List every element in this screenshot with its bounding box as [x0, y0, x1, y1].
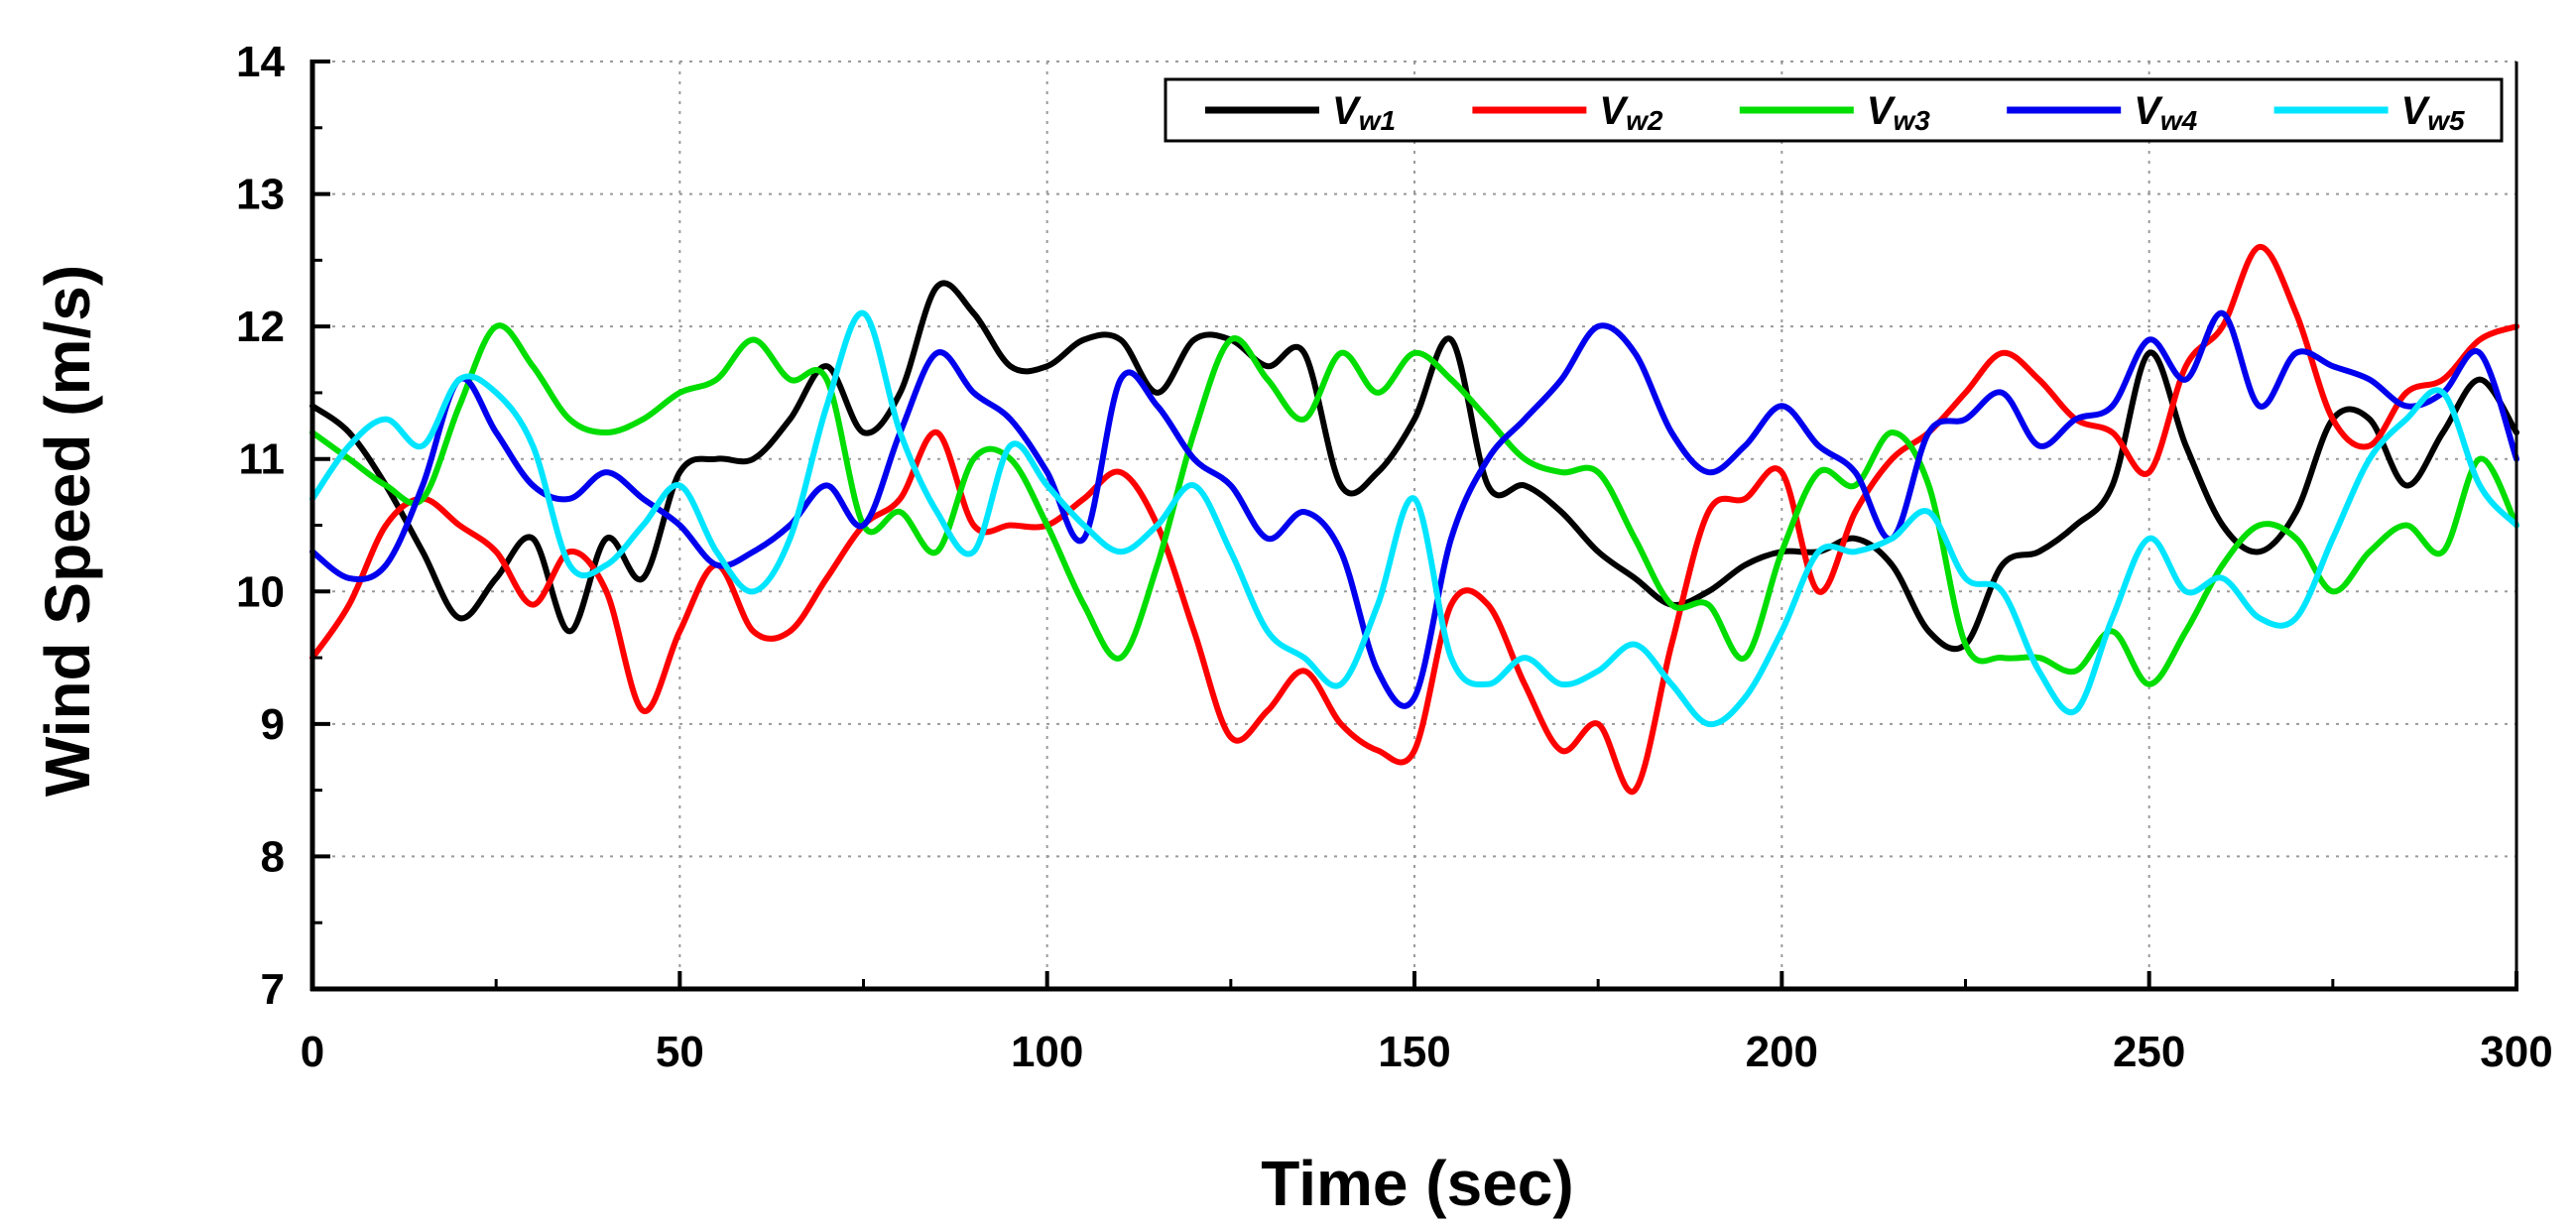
y-tick-label: 10: [236, 567, 285, 616]
series-line-vw5: [309, 309, 2519, 728]
x-tick-label: 0: [301, 1028, 324, 1076]
y-axis-title: Wind Speed (m/s): [32, 265, 103, 797]
axes: 7 8 9 10 11 12 13 14 0 50 100 150 200 250 300: [236, 38, 2553, 1076]
legend-label-vw1: Vw1: [1332, 89, 1396, 136]
x-tick-label: 150: [1378, 1028, 1450, 1076]
y-tick-label: 8: [261, 832, 285, 881]
y-tick-label: 12: [236, 303, 285, 351]
legend-label-vw2: Vw2: [1599, 89, 1662, 136]
x-tick-label: 300: [2480, 1028, 2552, 1076]
x-tick-label: 100: [1011, 1028, 1083, 1076]
series-line-vw2: [309, 244, 2519, 796]
grid-lines: [312, 61, 2517, 989]
legend-label-vw4: Vw4: [2134, 89, 2197, 136]
legend-label-vw5: Vw5: [2401, 89, 2465, 136]
y-tick-label: 13: [236, 171, 285, 219]
series-line-vw3: [309, 322, 2519, 687]
series-group: [309, 244, 2519, 796]
legend-label-vw3: Vw3: [1867, 89, 1930, 136]
series-line-vw4: [309, 309, 2519, 709]
legend: Vw1 Vw2 Vw3 Vw4 Vw5: [1164, 77, 2504, 143]
y-tick-label: 9: [261, 700, 285, 749]
x-tick-label: 250: [2113, 1028, 2185, 1076]
x-axis-title: Time (sec): [1261, 1148, 1573, 1219]
y-tick-label: 14: [236, 38, 285, 86]
y-tick-label: 7: [261, 965, 285, 1014]
x-tick-label: 200: [1746, 1028, 1818, 1076]
x-tick-label: 50: [656, 1028, 704, 1076]
y-tick-label: 11: [238, 435, 285, 484]
